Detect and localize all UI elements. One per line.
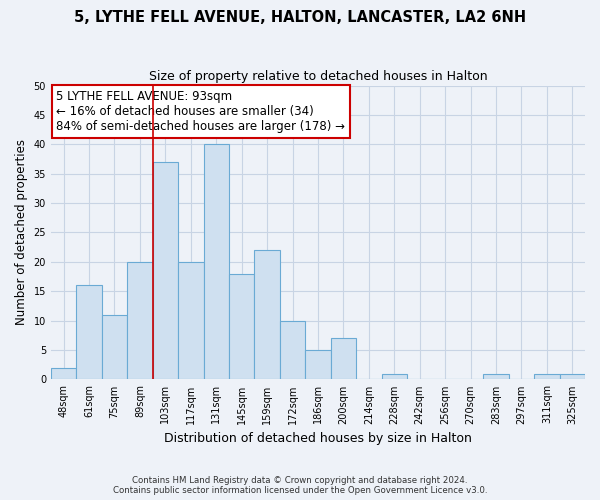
Y-axis label: Number of detached properties: Number of detached properties [15, 140, 28, 326]
X-axis label: Distribution of detached houses by size in Halton: Distribution of detached houses by size … [164, 432, 472, 445]
Bar [203, 144, 229, 380]
Text: 5 LYTHE FELL AVENUE: 93sqm
← 16% of detached houses are smaller (34)
84% of semi: 5 LYTHE FELL AVENUE: 93sqm ← 16% of deta… [56, 90, 345, 133]
Bar [152, 162, 178, 380]
Bar [51, 368, 76, 380]
Text: 5, LYTHE FELL AVENUE, HALTON, LANCASTER, LA2 6NH: 5, LYTHE FELL AVENUE, HALTON, LANCASTER,… [74, 10, 526, 25]
Title: Size of property relative to detached houses in Halton: Size of property relative to detached ho… [149, 70, 487, 83]
Text: Contains HM Land Registry data © Crown copyright and database right 2024.
Contai: Contains HM Land Registry data © Crown c… [113, 476, 487, 495]
Bar [483, 374, 509, 380]
Bar [305, 350, 331, 380]
Bar [127, 262, 152, 380]
Bar [102, 315, 127, 380]
Bar [178, 262, 203, 380]
Bar [254, 250, 280, 380]
Bar [331, 338, 356, 380]
Bar [280, 320, 305, 380]
Bar [534, 374, 560, 380]
Bar [382, 374, 407, 380]
Bar [76, 286, 102, 380]
Bar [229, 274, 254, 380]
Bar [560, 374, 585, 380]
